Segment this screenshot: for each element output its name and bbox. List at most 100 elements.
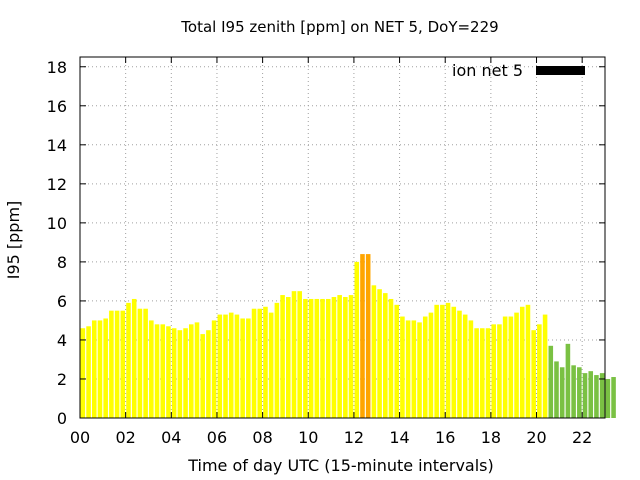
bar: [491, 324, 497, 418]
bar: [554, 361, 559, 418]
bar: [383, 293, 388, 418]
bar: [91, 320, 97, 418]
bar: [325, 298, 331, 418]
bar: [337, 295, 342, 418]
bar: [371, 285, 377, 418]
bar: [114, 310, 120, 418]
bar: [154, 324, 160, 418]
bar: [331, 297, 337, 418]
bar: [103, 318, 108, 418]
x-tick-label: 10: [298, 428, 318, 447]
x-tick-label: 08: [252, 428, 272, 447]
bar: [559, 367, 565, 418]
legend-label: ion net 5: [452, 61, 523, 80]
bar: [525, 304, 531, 418]
legend-swatch: [536, 66, 585, 75]
bar: [206, 330, 211, 418]
bar: [405, 320, 411, 418]
x-tick-label: 16: [435, 428, 455, 447]
bar: [308, 298, 314, 418]
bar: [485, 328, 491, 418]
bar: [120, 310, 126, 418]
bar: [417, 322, 422, 418]
bar: [542, 314, 548, 418]
x-tick-label: 20: [526, 428, 546, 447]
bar: [291, 291, 297, 418]
bar: [497, 324, 502, 418]
bar: [480, 328, 485, 418]
bar: [411, 320, 417, 418]
grid: [80, 57, 605, 418]
y-tick-label: 0: [57, 409, 67, 428]
x-tick-label: 18: [481, 428, 501, 447]
bar: [223, 314, 228, 418]
y-tick-label: 8: [57, 253, 67, 272]
bar: [428, 312, 434, 418]
bar: [137, 308, 143, 418]
bar: [508, 316, 514, 418]
bar: [126, 302, 131, 418]
y-tick-label: 14: [47, 136, 67, 155]
bar: [502, 316, 508, 418]
bar: [80, 328, 86, 418]
bar: [263, 306, 268, 418]
bar: [143, 308, 148, 418]
x-axis-label: Time of day UTC (15-minute intervals): [187, 456, 494, 475]
bar: [228, 312, 234, 418]
bar: [166, 326, 171, 418]
bar: [457, 310, 462, 418]
bar: [251, 308, 257, 418]
bar: [388, 298, 394, 418]
y-tick-label: 6: [57, 292, 67, 311]
y-tick-label: 2: [57, 370, 67, 389]
plot-frame: [79, 56, 606, 419]
bar: [445, 302, 451, 418]
bar: [268, 312, 274, 418]
bar: [160, 324, 166, 418]
bar: [354, 261, 360, 418]
bar: [240, 318, 245, 418]
x-tick-label: 04: [161, 428, 181, 447]
x-tick-label: 22: [572, 428, 592, 447]
y-axis-label: I95 [ppm]: [4, 201, 23, 280]
bar: [537, 324, 542, 418]
bar: [365, 254, 371, 418]
bar: [451, 306, 457, 418]
bar: [400, 316, 405, 418]
bar: [588, 371, 594, 418]
bar: [188, 324, 194, 418]
bar: [183, 328, 188, 418]
bar: [611, 377, 616, 418]
bars: [80, 254, 616, 418]
bar: [211, 320, 217, 418]
bar: [171, 328, 177, 418]
bar: [286, 297, 291, 418]
bar: [280, 295, 285, 418]
bar: [605, 378, 611, 418]
bar: [343, 297, 348, 418]
bar: [320, 298, 325, 418]
bar: [303, 298, 308, 418]
bar: [234, 314, 240, 418]
x-tick-label: 14: [389, 428, 409, 447]
bar: [571, 365, 576, 418]
bar: [200, 334, 205, 418]
bar: [86, 326, 91, 418]
bar: [360, 254, 365, 418]
bar: [519, 306, 525, 418]
bar: [434, 304, 439, 418]
bar: [599, 373, 605, 418]
bar: [594, 375, 599, 418]
bar: [377, 289, 382, 418]
x-tick-label: 12: [344, 428, 364, 447]
y-tick-label: 10: [47, 214, 67, 233]
bar: [514, 312, 519, 418]
x-tick-label: 06: [207, 428, 227, 447]
bar: [577, 367, 582, 418]
bar: [548, 345, 554, 418]
bar: [217, 314, 223, 418]
bar: [97, 320, 103, 418]
bar: [246, 318, 251, 418]
